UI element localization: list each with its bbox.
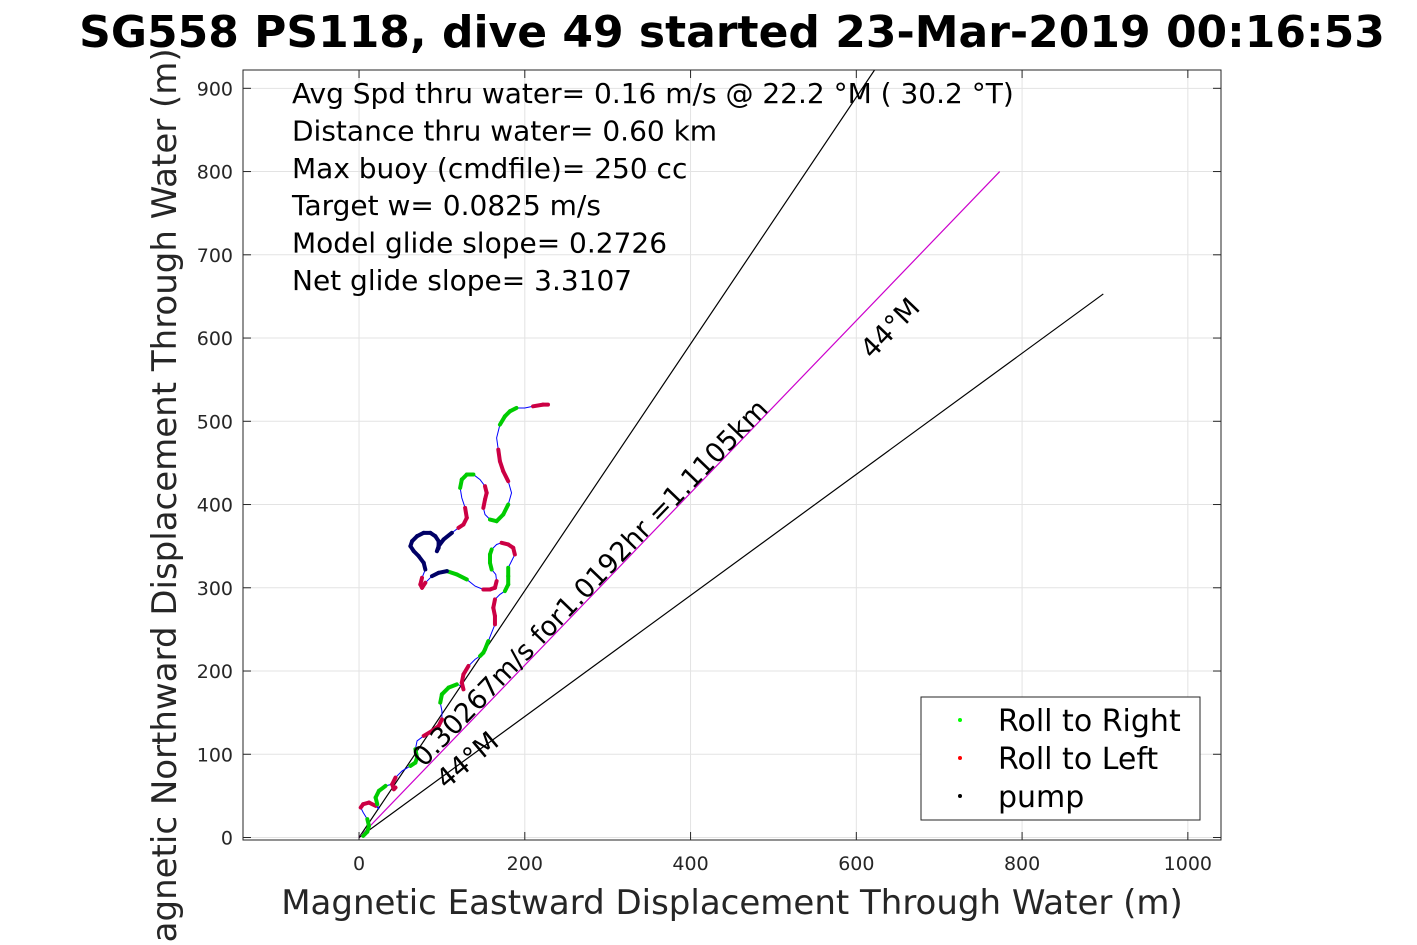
roll-marker — [436, 717, 444, 728]
roll-marker — [481, 497, 488, 510]
y-tick-label: 500 — [197, 411, 233, 433]
roll-marker — [463, 505, 469, 520]
roll-marker — [491, 597, 497, 610]
grid — [243, 70, 1221, 840]
y-axis-label: Magnetic Northward Displacement Through … — [145, 48, 185, 945]
legend-marker — [958, 718, 962, 722]
x-tick-label: 800 — [1004, 853, 1040, 875]
annotation-line: Distance thru water= 0.60 km — [292, 114, 717, 147]
y-tick-label: 300 — [197, 578, 233, 600]
legend-label: pump — [998, 780, 1084, 815]
x-axis-label: Magnetic Eastward Displacement Through W… — [281, 883, 1183, 923]
roll-marker — [461, 664, 471, 677]
x-tick-label: 200 — [507, 853, 543, 875]
reference-line-upper — [358, 70, 876, 838]
stats-annotations: Avg Spd thru water= 0.16 m/s @ 22.2 °M (… — [291, 77, 1014, 297]
annotation-line: Max buoy (cmdfile)= 250 cc — [292, 152, 687, 185]
roll-marker — [413, 747, 420, 760]
roll-marker — [501, 502, 511, 517]
y-tick-label: 200 — [197, 661, 233, 683]
legend-label: Roll to Left — [998, 742, 1158, 777]
y-tick-label: 900 — [197, 78, 233, 100]
roll-marker — [366, 800, 378, 808]
y-axis-ticks: 0 100 200 300 400 500 600 700 800 900 — [197, 78, 1221, 850]
roll-marker — [446, 682, 459, 690]
plot-frame — [242, 69, 1222, 841]
annotation-line: Model glide slope= 0.2726 — [292, 227, 667, 260]
x-axis-ticks: 0 200 400 600 800 1000 — [353, 70, 1212, 875]
roll-marker — [418, 575, 425, 587]
chart-title: SG558 PS118, dive 49 started 23-Mar-2019… — [79, 7, 1385, 58]
y-tick-label: 400 — [197, 495, 233, 517]
reference-line-lower — [358, 293, 1104, 838]
annotation-line: Net glide slope= 3.3107 — [292, 264, 632, 297]
roll-marker — [376, 783, 388, 793]
annotation-line: Avg Spd thru water= 0.16 m/s @ 22.2 °M (… — [292, 77, 1014, 110]
x-tick-label: 600 — [838, 853, 874, 875]
y-tick-label: 600 — [197, 328, 233, 350]
roll-marker — [483, 639, 491, 652]
dive-track — [358, 402, 551, 838]
roll-marker — [496, 447, 502, 464]
roll-marker — [507, 405, 519, 414]
x-tick-label: 0 — [353, 853, 365, 875]
reference-line-current — [358, 171, 1001, 838]
y-tick-label: 0 — [221, 828, 233, 850]
roll-marker — [499, 540, 511, 547]
legend-marker — [958, 756, 962, 760]
legend-box — [920, 696, 1201, 821]
y-tick-label: 800 — [197, 162, 233, 184]
annotation-line: Target w= 0.0825 m/s — [291, 189, 601, 222]
y-tick-label: 700 — [197, 245, 233, 267]
roll-marker — [390, 775, 398, 787]
legend-label: Roll to Right — [998, 704, 1181, 739]
roll-marker — [441, 530, 454, 542]
x-tick-label: 1000 — [1164, 853, 1212, 875]
roll-marker — [429, 570, 441, 579]
roll-marker — [365, 817, 371, 828]
y-tick-label: 100 — [197, 744, 233, 766]
x-tick-label: 400 — [672, 853, 708, 875]
reference-lines — [358, 70, 1104, 838]
roll-marker — [487, 560, 494, 572]
legend-marker — [958, 794, 962, 798]
